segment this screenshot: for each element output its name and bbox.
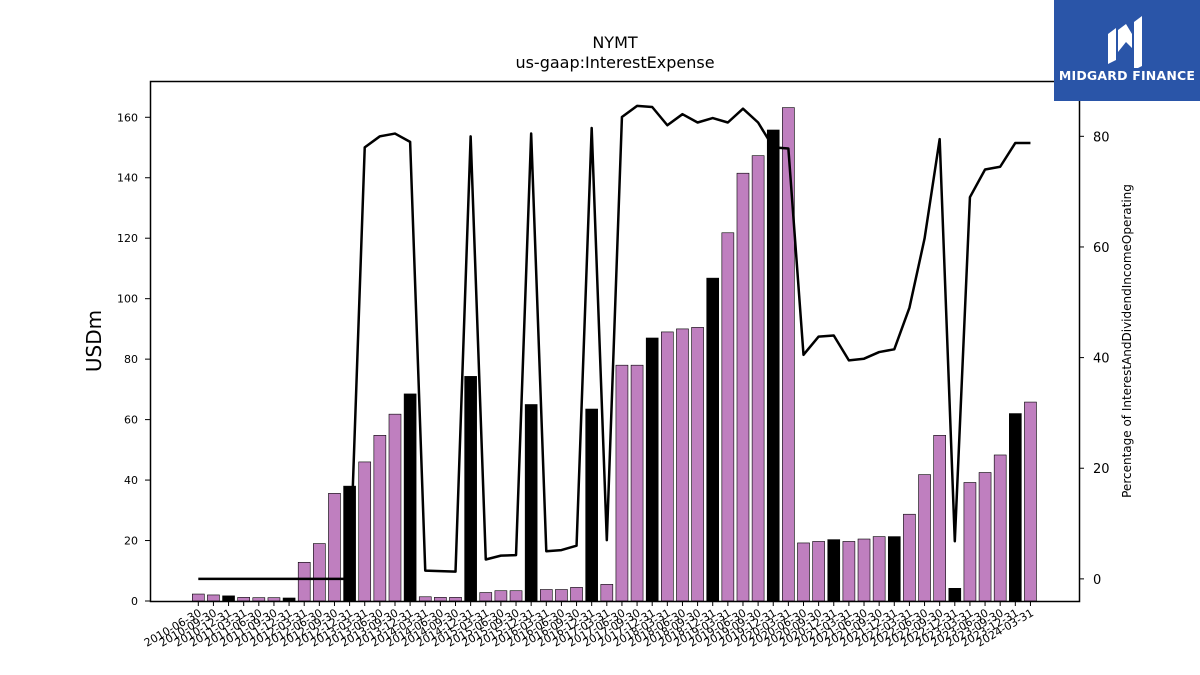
y-tick-label: 60 bbox=[124, 414, 138, 427]
bar bbox=[207, 594, 220, 602]
bar bbox=[237, 597, 250, 602]
bar bbox=[297, 561, 311, 602]
x-axis: 2010-06-302010-09-302010-12-312011-03-31… bbox=[142, 601, 1036, 650]
bar bbox=[827, 539, 841, 602]
midgard-logo-icon bbox=[1108, 16, 1142, 68]
bar bbox=[615, 364, 629, 602]
bar bbox=[1009, 413, 1022, 602]
bar-series bbox=[192, 107, 1037, 602]
y-tick-label: 0 bbox=[131, 595, 138, 608]
bar bbox=[903, 513, 916, 602]
y2-tick-label: 0 bbox=[1093, 573, 1101, 588]
bar bbox=[313, 543, 326, 602]
line-series bbox=[198, 104, 1031, 581]
bar bbox=[358, 461, 372, 602]
bar bbox=[494, 590, 508, 602]
bar bbox=[600, 584, 614, 602]
bar bbox=[782, 107, 795, 602]
bar bbox=[706, 277, 720, 602]
bar bbox=[539, 589, 553, 602]
y-tick-label: 20 bbox=[124, 535, 138, 548]
brand-name: MIDGARD FINANCE bbox=[1058, 68, 1196, 83]
bar bbox=[570, 587, 583, 602]
y-tick-label: 120 bbox=[117, 232, 138, 245]
bar bbox=[630, 364, 644, 602]
y2-axis: 0 20 40 60 80 bbox=[1079, 130, 1110, 588]
bar bbox=[676, 328, 689, 602]
bar bbox=[842, 541, 856, 602]
bar bbox=[887, 536, 901, 602]
y-axis-label: USDm bbox=[82, 310, 106, 372]
bar bbox=[373, 435, 387, 602]
y-tick-label: 160 bbox=[117, 111, 138, 124]
bar bbox=[721, 232, 735, 602]
bar bbox=[509, 590, 523, 602]
bar bbox=[751, 155, 765, 602]
bar bbox=[963, 482, 977, 602]
bar bbox=[948, 587, 962, 602]
bar bbox=[645, 337, 659, 602]
bar bbox=[978, 472, 992, 602]
y-tick-label: 40 bbox=[124, 474, 138, 487]
bar bbox=[736, 172, 750, 602]
y2-tick-label: 60 bbox=[1093, 241, 1110, 256]
chart-title: NYMT bbox=[592, 33, 638, 52]
bar bbox=[691, 327, 704, 602]
bar bbox=[857, 538, 871, 602]
y-tick-label: 100 bbox=[117, 293, 138, 306]
y2-axis-label: Percentage of InterestAndDividendIncomeO… bbox=[1120, 184, 1134, 498]
bar bbox=[993, 454, 1007, 602]
y-axis: 0 20 40 60 80 100 120 140 160 bbox=[117, 111, 150, 608]
bar bbox=[222, 595, 235, 602]
bar bbox=[1024, 401, 1037, 602]
bar bbox=[524, 404, 538, 602]
bar bbox=[661, 331, 674, 602]
y2-tick-label: 80 bbox=[1093, 130, 1110, 145]
bar bbox=[449, 597, 462, 602]
bar bbox=[797, 542, 810, 602]
bar bbox=[464, 376, 477, 602]
plot-frame bbox=[149, 80, 1081, 603]
bar bbox=[282, 597, 296, 602]
chart-subtitle: us-gaap:InterestExpense bbox=[515, 53, 714, 72]
bar bbox=[479, 592, 493, 602]
bar bbox=[872, 536, 886, 602]
bar bbox=[403, 393, 417, 602]
y2-tick-label: 20 bbox=[1093, 462, 1110, 477]
bar bbox=[434, 597, 447, 602]
bar bbox=[328, 493, 341, 602]
bar bbox=[812, 541, 825, 602]
bar bbox=[267, 597, 281, 602]
y2-tick-label: 40 bbox=[1093, 352, 1110, 367]
bar bbox=[918, 474, 931, 602]
bar bbox=[585, 408, 598, 602]
bar bbox=[418, 596, 432, 602]
y-tick-label: 80 bbox=[124, 353, 138, 366]
bar bbox=[388, 413, 402, 602]
line-percentage bbox=[198, 104, 1031, 581]
brand-logo: MIDGARD FINANCE bbox=[1054, 0, 1200, 101]
bar bbox=[252, 597, 266, 602]
bar bbox=[192, 593, 205, 602]
bar bbox=[766, 129, 780, 602]
y-tick-label: 140 bbox=[117, 172, 138, 185]
bar bbox=[555, 589, 568, 602]
bar bbox=[933, 435, 946, 602]
